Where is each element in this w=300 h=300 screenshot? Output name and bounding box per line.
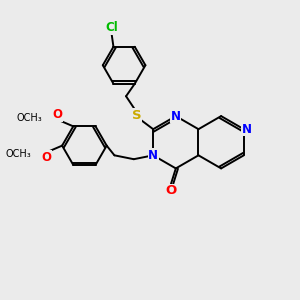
Text: N: N — [242, 123, 252, 136]
Text: Cl: Cl — [105, 21, 118, 34]
Text: OCH₃: OCH₃ — [16, 112, 42, 123]
Text: N: N — [171, 110, 181, 123]
Text: O: O — [53, 108, 63, 121]
Text: N: N — [148, 149, 158, 162]
Text: OCH₃: OCH₃ — [5, 149, 31, 159]
Text: O: O — [165, 184, 177, 197]
Text: O: O — [42, 151, 52, 164]
Text: S: S — [132, 109, 142, 122]
